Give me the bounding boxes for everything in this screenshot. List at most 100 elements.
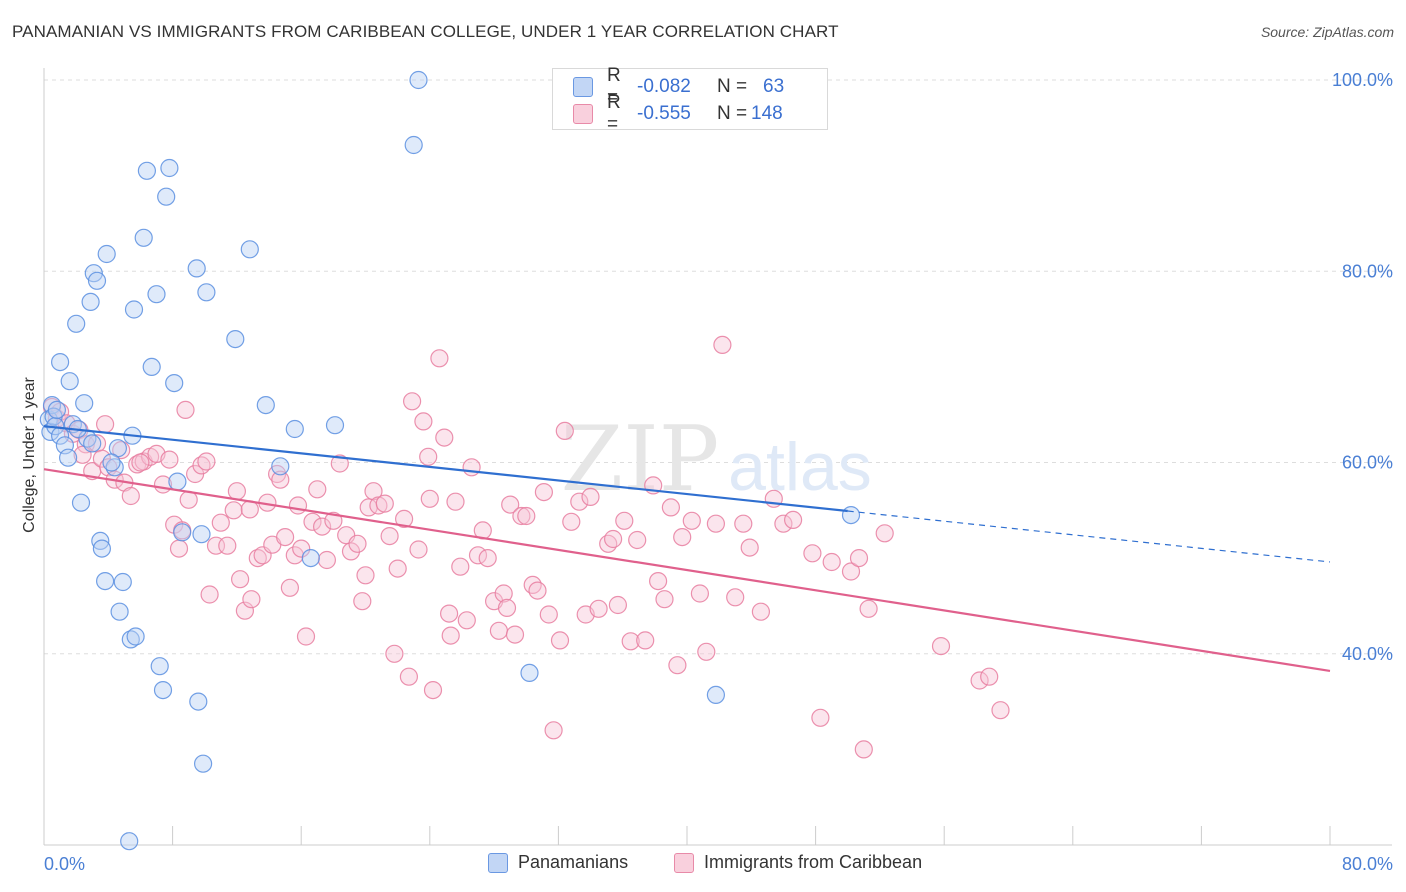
panamanians-point <box>124 300 144 319</box>
caribbean-point <box>403 392 422 411</box>
panamanians-point <box>168 472 187 491</box>
correlation-legend: R = -0.082 N = 63 R = -0.555 N = 148 <box>552 65 828 135</box>
panamanians-point <box>325 416 345 435</box>
panamanians-point <box>83 434 102 453</box>
caribbean-point <box>690 584 710 603</box>
caribbean-point <box>528 581 547 600</box>
panamanians-point <box>409 70 428 90</box>
caribbean-point <box>395 509 414 529</box>
caribbean-point <box>811 708 830 727</box>
caribbean-point <box>169 539 189 558</box>
caribbean-point <box>430 349 449 368</box>
legend-n-value: 148 <box>751 103 783 124</box>
caribbean-point <box>661 498 681 517</box>
caribbean-point <box>682 511 701 530</box>
caribbean-point <box>636 631 655 650</box>
caribbean-point <box>478 548 497 568</box>
grid-lines <box>44 79 1392 655</box>
legend-n-value: 63 <box>763 76 785 97</box>
panamanians-point <box>102 453 121 472</box>
caribbean-point <box>248 548 267 568</box>
panamanians-point <box>60 372 79 391</box>
y-tick-label: 40.0% <box>1342 644 1393 664</box>
panamanians-point <box>153 680 173 700</box>
legend-n-label: N = <box>717 76 748 97</box>
caribbean-point <box>581 487 600 506</box>
panamanians-point <box>160 158 179 178</box>
caribbean-point <box>505 625 525 644</box>
caribbean-point <box>534 483 554 502</box>
trend-line-panamanians <box>43 425 848 513</box>
caribbean-point <box>803 544 822 563</box>
caribbean-point <box>512 506 531 526</box>
y-tick-label: 100.0% <box>1332 70 1393 90</box>
caribbean-point <box>308 480 327 499</box>
caribbean-point <box>931 636 951 656</box>
series-legend: Panamanians Immigrants from Caribbean <box>0 852 1406 876</box>
caribbean-point <box>849 548 869 568</box>
caribbean-point <box>875 524 894 543</box>
caribbean-point <box>176 400 195 419</box>
series-caribbean-points <box>42 335 1010 759</box>
caribbean-point <box>231 570 250 589</box>
trend-lines <box>43 425 1331 673</box>
legend-r-label: R = <box>607 65 621 108</box>
panamanians-point <box>404 135 423 155</box>
panamanians-point <box>58 448 78 467</box>
panamanians-point <box>113 572 132 592</box>
legend-item-panamanians: Panamanians <box>488 852 628 873</box>
source-label: Source: ZipAtlas.com <box>1260 24 1394 40</box>
panamanians-point <box>75 394 94 413</box>
panamanians-point <box>285 419 304 439</box>
caribbean-point <box>353 592 372 611</box>
tick-labels: 40.0% 60.0% 80.0% 100.0% 0.0% 80.0% <box>44 70 1393 874</box>
caribbean-point <box>970 671 989 690</box>
caribbean-point <box>648 571 668 591</box>
caribbean-point <box>570 492 589 511</box>
panamanians-point <box>47 400 67 419</box>
caribbean-point <box>197 452 216 471</box>
panamanians-point <box>194 754 213 773</box>
y-tick-label: 60.0% <box>1342 453 1393 473</box>
legend-label-panamanians: Panamanians <box>518 852 629 872</box>
panamanians-point <box>92 539 112 558</box>
caribbean-point <box>489 621 508 640</box>
legend-r-value: -0.082 <box>637 76 691 97</box>
caribbean-point <box>673 527 692 547</box>
caribbean-point <box>550 631 570 650</box>
caribbean-point <box>608 595 628 615</box>
legend-swatch-pink <box>674 852 694 873</box>
caribbean-point <box>200 585 219 604</box>
caribbean-point <box>562 512 581 531</box>
caribbean-point <box>774 514 793 533</box>
panamanians-point <box>126 627 145 646</box>
trend-line-caribbean <box>43 468 1331 673</box>
watermark-atlas: atlas <box>728 429 872 505</box>
caribbean-point <box>375 494 394 513</box>
caribbean-point <box>440 604 459 623</box>
caribbean-point <box>280 578 299 597</box>
caribbean-point <box>399 667 418 686</box>
legend-r-value: -0.555 <box>637 103 691 124</box>
panamanians-point <box>87 271 107 290</box>
panamanians-point <box>67 314 86 333</box>
caribbean-point <box>95 415 115 434</box>
panamanians-point <box>142 357 161 376</box>
panamanians-point <box>187 259 206 278</box>
panamanians-point <box>150 657 169 676</box>
caribbean-point <box>369 496 388 515</box>
caribbean-point <box>341 542 361 561</box>
caribbean-point <box>292 539 311 558</box>
panamanians-point <box>120 832 139 851</box>
caribbean-point <box>544 721 563 740</box>
legend-swatch-blue <box>573 77 593 97</box>
caribbean-point <box>296 627 316 646</box>
caribbean-point <box>419 447 438 466</box>
panamanians-point <box>165 374 184 393</box>
panamanians-point <box>706 685 726 705</box>
x-tick-label-min: 0.0% <box>44 854 85 874</box>
panamanians-point <box>240 240 259 259</box>
caribbean-point <box>380 526 399 546</box>
caribbean-point <box>121 486 140 506</box>
caribbean-point <box>713 335 732 354</box>
